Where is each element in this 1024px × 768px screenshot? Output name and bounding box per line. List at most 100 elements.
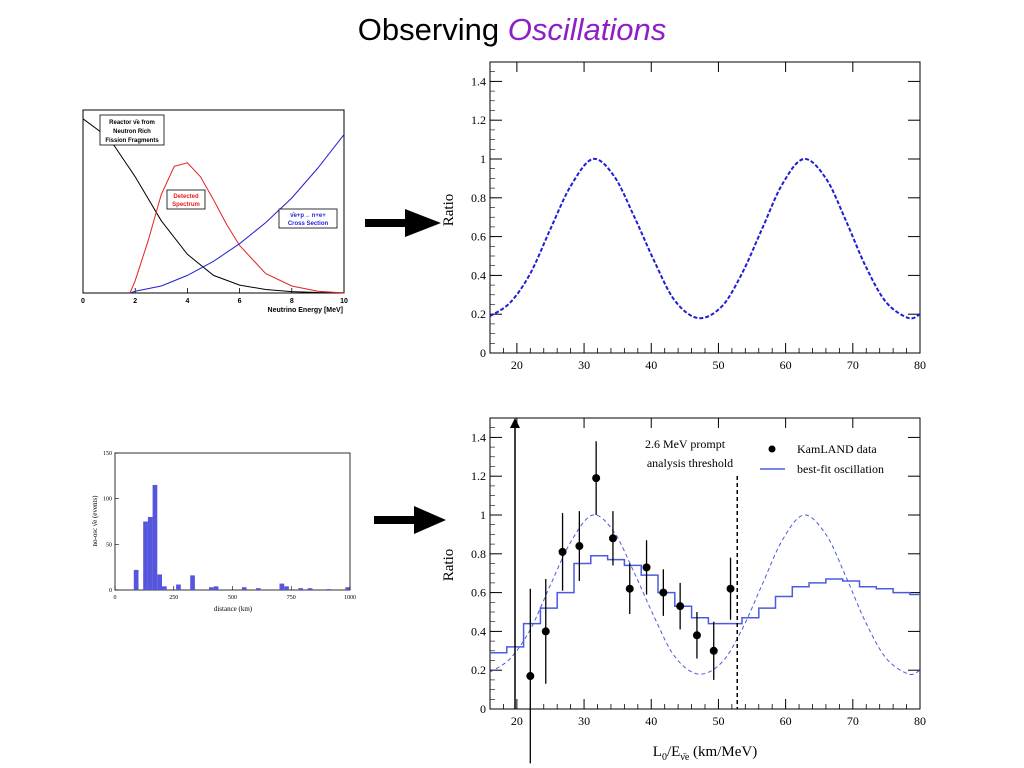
hist-x-tick-label: 500	[228, 595, 237, 601]
theory-y-tick-label: 0.8	[471, 191, 486, 205]
data-x-tick-label: 50	[712, 714, 724, 728]
data-y-tick-label: 0.2	[471, 663, 486, 677]
hist-bar	[345, 587, 350, 590]
hist-bar	[143, 521, 148, 590]
data-point	[575, 542, 584, 551]
spectrum-x-tick-label: 6	[238, 298, 242, 305]
data-point	[642, 563, 651, 572]
data-x-tick-label: 80	[914, 714, 926, 728]
data-y-tick-label: 0.8	[471, 547, 486, 561]
theory-x-tick-label: 50	[712, 358, 724, 372]
legend-data-marker	[768, 445, 776, 453]
annotation-reactor-line1: Reactor ν̄e from	[109, 120, 155, 126]
annotation-detected-line2: Spectrum	[172, 202, 200, 208]
hist-x-label: distance (km)	[214, 605, 253, 613]
data-y-tick-label: 0.6	[471, 586, 486, 600]
hist-y-label: no-osc ν̄e (events)	[91, 495, 99, 547]
spectrum-series-2	[129, 134, 345, 294]
spectrum-series-0	[82, 118, 345, 294]
data-y-tick-label: 0	[480, 702, 486, 716]
arrow-bottom-icon	[374, 506, 446, 534]
hist-bar	[209, 587, 214, 590]
ratio-data-chart: 20 30 40 50 60 70 80 0 0.2 0.4 0.6 0.8 1 1.2 1.4 2.6 M…	[441, 417, 926, 764]
hist-bar	[256, 588, 261, 590]
spectrum-series-1	[129, 162, 345, 294]
data-point	[676, 602, 685, 611]
data-theory-dashed-curve	[489, 514, 921, 676]
hist-bar	[162, 586, 167, 590]
data-point	[692, 631, 701, 640]
hist-bar	[147, 516, 153, 590]
arrow-top-icon	[365, 209, 441, 237]
theory-y-tick-label: 0.6	[471, 230, 486, 244]
theory-x-tick-label: 40	[645, 358, 657, 372]
annotation-reactor-line3: Fission Fragments	[105, 138, 159, 144]
data-point	[541, 627, 550, 636]
ratio-theory-chart: 20 30 40 50 60 70 80 0 0.2 0.4 0.6 0.8 1 1.2 1.4 Ratio	[441, 61, 926, 372]
data-y-label: Ratio	[441, 549, 457, 582]
hist-x-tick-label: 0	[114, 595, 117, 601]
hist-y-tick-label: 50	[106, 542, 112, 548]
theory-y-tick-label: 0	[480, 346, 486, 360]
annotation-cross-section: ν̄e+p→ n+e+ Cross Section	[278, 208, 338, 229]
threshold-label-line1: 2.6 MeV prompt	[645, 437, 726, 451]
data-point	[726, 584, 735, 593]
theory-y-tick-label: 0.2	[471, 307, 486, 321]
data-point	[709, 646, 718, 655]
spectrum-x-tick-label: 8	[290, 298, 294, 305]
energy-spectrum-chart: 0 2 4 6 8 10 Reactor ν̄e from Neutron Rich Fi…	[81, 109, 348, 314]
data-y-tick-label: 1.2	[471, 469, 486, 483]
data-x-tick-label: 40	[645, 714, 657, 728]
theory-y-label: Ratio	[441, 194, 457, 227]
hist-bar	[284, 586, 289, 590]
annotation-detected: Detected Spectrum	[166, 189, 206, 210]
threshold-label-line2: analysis threshold	[647, 456, 733, 470]
data-y-tick-label: 1.4	[471, 430, 486, 444]
hist-x-tick-label: 250	[169, 595, 178, 601]
distance-histogram: 0 250 500 750 1000 0 50 100 150 distance (km) no…	[91, 451, 356, 613]
hist-bar	[176, 584, 181, 590]
spectrum-x-tick-label: 2	[133, 298, 137, 305]
spectrum-x-tick-label: 10	[340, 298, 348, 305]
annotation-cross-line1: ν̄e+p→ n+e+	[290, 213, 326, 219]
hist-x-tick-label: 750	[287, 595, 296, 601]
data-x-tick-label: 20	[511, 714, 523, 728]
legend-data-label: KamLAND data	[797, 442, 877, 456]
legend-fit-label: best-fit oscillation	[797, 462, 884, 476]
data-point	[608, 534, 617, 543]
hist-bar	[307, 588, 313, 590]
best-fit-step-line	[490, 554, 920, 654]
hist-bar	[279, 583, 285, 590]
hist-x-tick-label: 1000	[344, 595, 356, 601]
data-x-label: L0/Eν̄e (km/MeV)	[653, 744, 757, 763]
data-x-tick-label: 30	[578, 714, 590, 728]
data-y-tick-label: 0.4	[471, 624, 486, 638]
annotation-detected-line1: Detected	[173, 194, 199, 200]
data-x-tick-label: 70	[847, 714, 859, 728]
theory-x-tick-label: 20	[511, 358, 523, 372]
spectrum-x-tick-label: 4	[185, 298, 189, 305]
theory-x-tick-label: 60	[780, 358, 792, 372]
annotation-cross-line2: Cross Section	[288, 221, 329, 227]
slide-title: Observing Oscillations	[0, 12, 1024, 48]
spectrum-x-label: Neutrino Energy [MeV]	[268, 307, 343, 314]
theory-x-tick-label: 80	[914, 358, 926, 372]
title-emphasis: Oscillations	[507, 12, 667, 47]
hist-bar	[152, 484, 158, 590]
data-point	[625, 584, 634, 593]
legend: KamLAND data best-fit oscillation	[760, 442, 884, 476]
annotation-reactor-line2: Neutron Rich	[113, 129, 151, 135]
hist-bar	[326, 589, 332, 590]
data-point	[592, 474, 601, 483]
title-main: Observing	[357, 12, 500, 47]
data-point	[659, 588, 668, 597]
theory-dashed-curve	[489, 157, 921, 320]
vertical-axis-arrow-icon	[510, 418, 520, 709]
hist-bar	[298, 588, 303, 590]
hist-bar	[133, 569, 139, 590]
hist-bar	[213, 586, 219, 590]
hist-y-tick-label: 100	[103, 497, 112, 503]
hist-y-tick-label: 0	[109, 588, 112, 594]
hist-bar	[157, 574, 162, 590]
annotation-reactor: Reactor ν̄e from Neutron Rich Fission Fr…	[99, 114, 165, 146]
